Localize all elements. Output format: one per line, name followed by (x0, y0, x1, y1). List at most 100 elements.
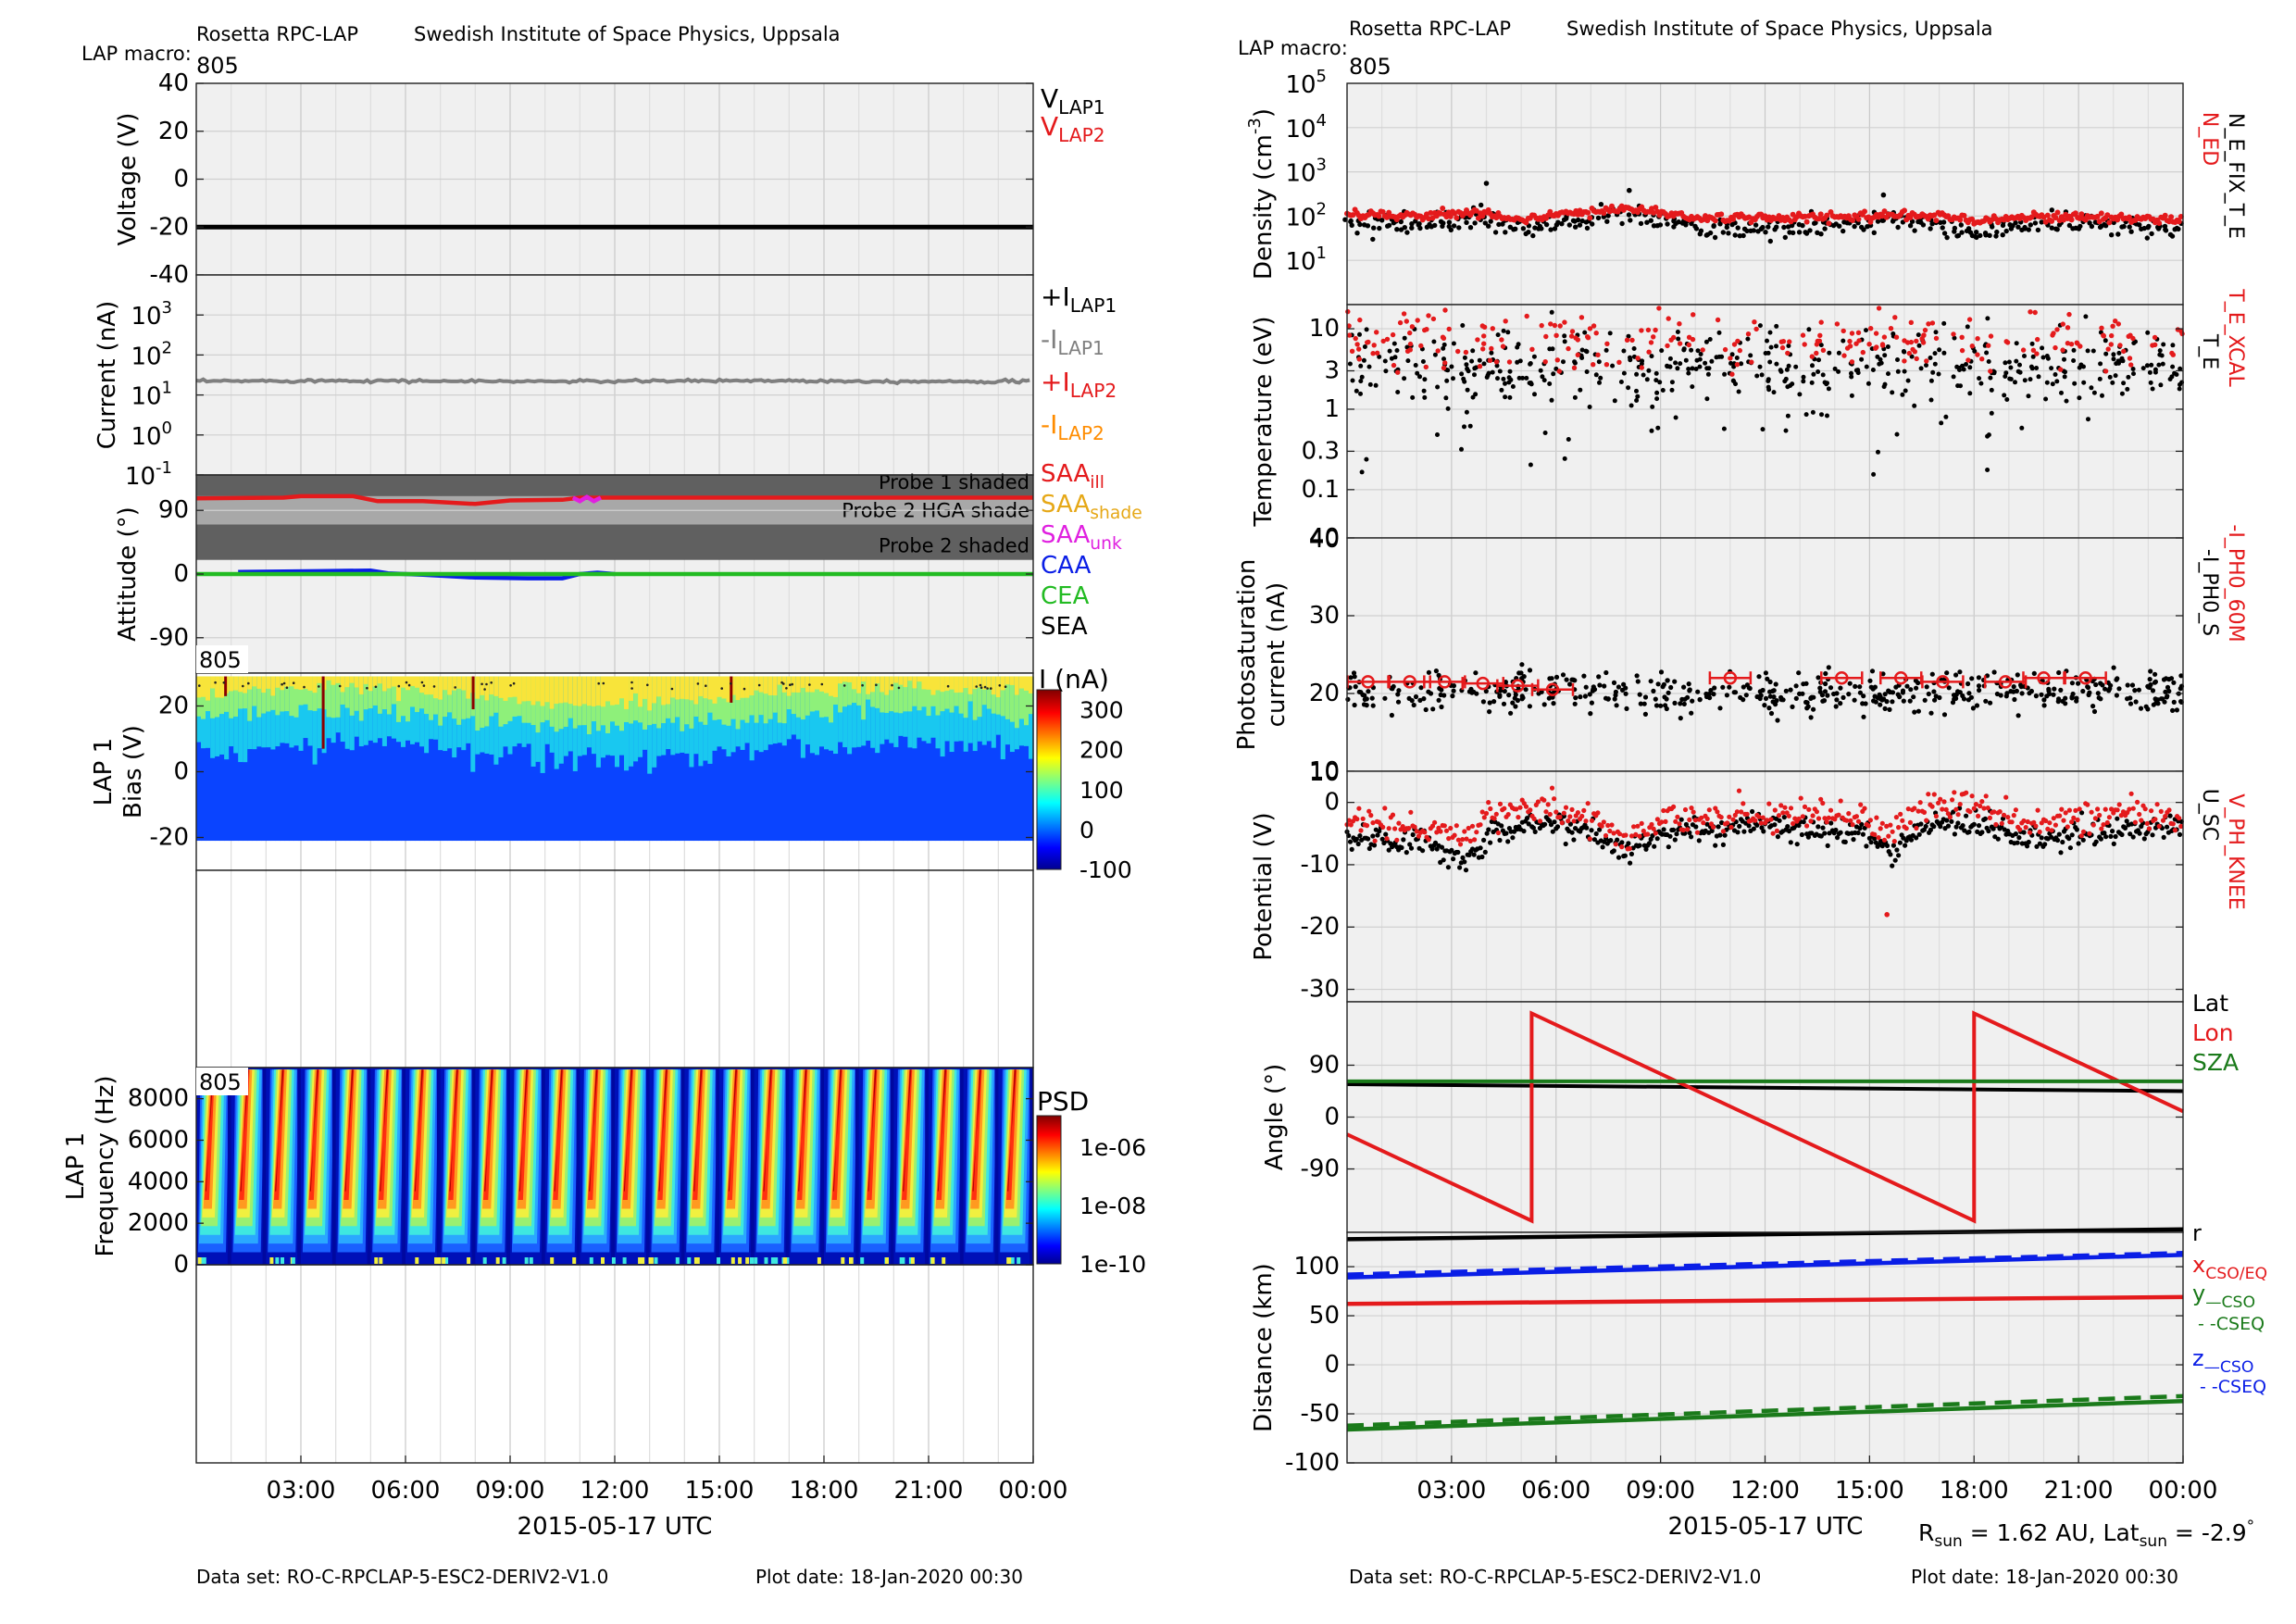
photosat-point-iph0s (1583, 684, 1589, 690)
potential-point-vph (1523, 804, 1529, 809)
bias-cell (786, 676, 792, 842)
current-legend-item-sub: LAP1 (1070, 294, 1117, 317)
temperature-point-te (1836, 369, 1841, 374)
density-point-ne-fix (1446, 219, 1453, 225)
photosat-point-iph0s (2145, 684, 2152, 690)
potential-point-vph (2085, 802, 2090, 807)
temperature-point-te (2085, 348, 2090, 354)
potential-point-usc (1371, 843, 1378, 848)
potential-point-vph (2142, 806, 2148, 812)
density-point-ned (1718, 211, 1725, 218)
temperature-point-te (1826, 386, 1831, 392)
temperature-point-te-xcal (1841, 328, 1846, 334)
potential-point-vph (1589, 818, 1595, 823)
potential-point-vph (1888, 822, 1893, 828)
attitude-legend-item: SAAunk (1041, 521, 1122, 554)
photosat-point-iph0s (1417, 697, 1423, 704)
bias-cell (689, 676, 694, 729)
bias-dot (696, 682, 700, 685)
photosat-point-iph0s (1611, 680, 1617, 686)
potential-point-vph (1929, 804, 1935, 809)
density-point-ned (2176, 219, 2182, 225)
density-ytick-label: 101 (1285, 244, 1327, 276)
psd-low-freq (860, 1257, 865, 1264)
psd-low-freq (1017, 1257, 1021, 1264)
potential-point-usc (1908, 837, 1915, 843)
temperature-point-te (1690, 384, 1695, 390)
temperature-point-te-xcal (1735, 338, 1741, 344)
psd-band (657, 1069, 668, 1200)
bias-cell (530, 676, 537, 706)
potential-point-vph (1623, 832, 1628, 838)
bias-cell (735, 676, 742, 730)
temperature-point-te (1673, 415, 1678, 420)
photosat-point-iph0s (1642, 694, 1649, 700)
bias-cell (489, 676, 494, 717)
temperature-point-te-xcal (1933, 335, 1940, 342)
photosat-point-iph0s (1498, 688, 1504, 693)
bias-cell (456, 676, 462, 689)
potential-point-usc (1931, 824, 1937, 830)
temperature-legend-te: T_E (2198, 333, 2221, 369)
photosat-point-iph0s (1911, 694, 1916, 700)
bias-cell (233, 676, 239, 691)
psd-band (204, 1069, 215, 1200)
bias-cell (889, 676, 894, 712)
temperature-point-te (1495, 376, 1500, 381)
photosat-point-iph0s (1411, 702, 1416, 708)
bias-dot (820, 682, 824, 686)
temperature-point-te-xcal (1446, 326, 1452, 332)
temperature-point-te (2161, 342, 2166, 347)
temperature-point-te-xcal (1365, 340, 1370, 345)
potential-point-vph (1940, 806, 1945, 812)
bias-cell (312, 676, 318, 693)
temperature-point-te-xcal (1506, 359, 1513, 365)
temperature-point-te (1417, 374, 1422, 380)
density-point-ne-fix (2162, 223, 2168, 230)
bias-cell (363, 676, 369, 684)
photosat-point-iph0s (1395, 692, 1401, 697)
temperature-point-te (1985, 468, 1990, 472)
bias-cell (270, 676, 276, 842)
photosat-point-iph0s (2174, 707, 2179, 713)
temperature-point-te (1501, 328, 1506, 333)
photosat-point-iph0s (1758, 693, 1764, 698)
bias-cell (563, 676, 569, 842)
psd-low-freq (467, 1257, 471, 1264)
temperature-point-te (1977, 376, 1982, 381)
temperature-point-te (1709, 358, 1715, 364)
potential-point-vph (2027, 830, 2033, 835)
temperature-point-te (1441, 356, 1446, 362)
temperature-point-te (1364, 456, 1369, 462)
bias-cell (358, 676, 365, 842)
potential-point-usc (2110, 829, 2115, 834)
current-legend-item: +ILAP1 (1041, 281, 1117, 317)
bias-cell (991, 676, 997, 842)
temperature-point-te-xcal (2110, 323, 2115, 329)
density-point-ne-fix (1760, 224, 1766, 231)
time-tick-label: 09:00 (1626, 1477, 1695, 1505)
photosat-point-iph0s (2031, 670, 2037, 677)
potential-point-vph (1595, 810, 1601, 816)
temperature-point-te (1451, 376, 1455, 381)
bias-cell (391, 676, 397, 705)
psd-band (379, 1069, 390, 1200)
psd-band (483, 1069, 494, 1200)
potential-point-usc (1451, 856, 1456, 862)
temperature-point-te (1686, 370, 1691, 376)
bias-cell (1000, 676, 1006, 691)
potential-point-vph (2061, 818, 2066, 823)
potential-point-vph (1881, 837, 1888, 843)
density-ytick-label: 105 (1285, 67, 1327, 99)
temperature-point-te (1915, 332, 1921, 338)
temperature-point-te (1587, 405, 1592, 409)
bias-dot (454, 686, 457, 689)
potential-point-vph (1392, 826, 1398, 831)
photosat-ytick-label: 20 (1309, 680, 1340, 707)
potential-point-vph (1491, 816, 1497, 821)
time-tick-label: 21:00 (2044, 1477, 2114, 1505)
photosat-point-iph0s (1767, 679, 1773, 685)
psd-gap (1029, 1068, 1033, 1265)
potential-point-vph (1432, 819, 1438, 825)
potential-point-vph (1380, 824, 1386, 831)
